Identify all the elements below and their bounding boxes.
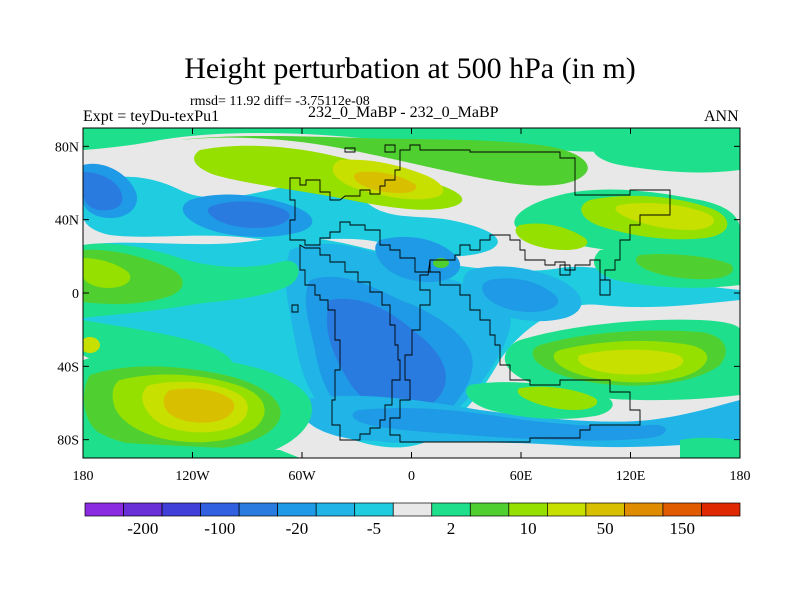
colorbar-label: 150 [669, 519, 695, 538]
lat-tick-label: 80S [57, 434, 79, 449]
lon-tick-label: 60W [288, 469, 316, 484]
expt-label: Expt = teyDu-texPu1 [83, 108, 220, 125]
colorbar-swatch [662, 502, 702, 517]
contour-positive-region [578, 349, 684, 375]
colorbar-label: 2 [447, 519, 456, 538]
colorbar-label: -100 [204, 519, 235, 538]
lon-tick-label: 120E [616, 469, 646, 484]
case-label: 232_0_MaBP - 232_0_MaBP [308, 104, 499, 121]
colorbar-label: -5 [367, 519, 381, 538]
lon-tick-label: 120W [175, 469, 210, 484]
lon-tick-label: 180 [73, 469, 94, 484]
colorbar-label: -20 [286, 519, 309, 538]
colorbar-swatch [431, 502, 471, 517]
contour-positive-region [83, 337, 100, 353]
coastline [289, 144, 671, 443]
colorbar-swatch [547, 502, 587, 517]
lon-tick-label: 60E [510, 469, 533, 484]
contour-blue-region [482, 278, 559, 312]
lat-tick-label: 40N [55, 214, 79, 229]
contour-positive-region [515, 223, 588, 250]
contour-positive-region [592, 134, 740, 173]
contour-blue-region [326, 298, 446, 413]
contour-positive-region [163, 388, 235, 423]
colorbar-swatch [624, 502, 664, 517]
contour-positive-region [83, 440, 300, 458]
contour-positive-region [615, 203, 714, 230]
colorbar-swatch [392, 502, 433, 517]
longitude-axis: 180 120W 60W 0 60E 120E 180 [73, 128, 751, 484]
stats-label: rmsd= 11.92 diff= -3.75112e-08 [190, 94, 370, 109]
colorbar-swatch [585, 502, 625, 517]
latitude-axis: 80N 40N 0 40S 80S [55, 140, 740, 449]
colorbar-swatch [123, 502, 163, 517]
contour-blue-region [207, 201, 290, 228]
contour-positive-region [83, 258, 131, 288]
colorbar-label: 50 [597, 519, 614, 538]
colorbar-label: 10 [520, 519, 537, 538]
colorbar-swatch [469, 502, 510, 517]
contour-blue-region [83, 172, 123, 211]
lon-tick-label: 0 [408, 469, 415, 484]
map-title: Height perturbation at 500 hPa (in m) [184, 52, 636, 85]
contour-positive-region [433, 258, 449, 268]
colorbar-swatch [200, 502, 240, 517]
lat-tick-label: 0 [72, 287, 79, 302]
colorbar-swatch [508, 502, 548, 517]
colorbar: -200 -100 -20 -5 2 10 50 150 [84, 502, 741, 538]
colorbar-swatch [238, 502, 278, 517]
contour-blue-region [375, 236, 461, 282]
colorbar-swatch [84, 502, 124, 517]
contour-field [83, 128, 740, 458]
contour-positive-region [180, 136, 588, 186]
contour-blue-region [352, 407, 666, 441]
lat-tick-label: 80N [55, 140, 79, 155]
colorbar-swatch [315, 502, 356, 517]
colorbar-label: -200 [127, 519, 158, 538]
lat-tick-label: 40S [57, 360, 79, 375]
contour-positive-region [635, 254, 734, 280]
colorbar-swatch [354, 502, 394, 517]
season-label: ANN [704, 108, 739, 125]
contour-positive-region [517, 386, 598, 410]
colorbar-swatch [277, 502, 317, 517]
lon-tick-label: 180 [730, 469, 751, 484]
colorbar-swatch [701, 502, 741, 517]
contour-positive-region [680, 437, 740, 458]
colorbar-swatch [161, 502, 201, 517]
